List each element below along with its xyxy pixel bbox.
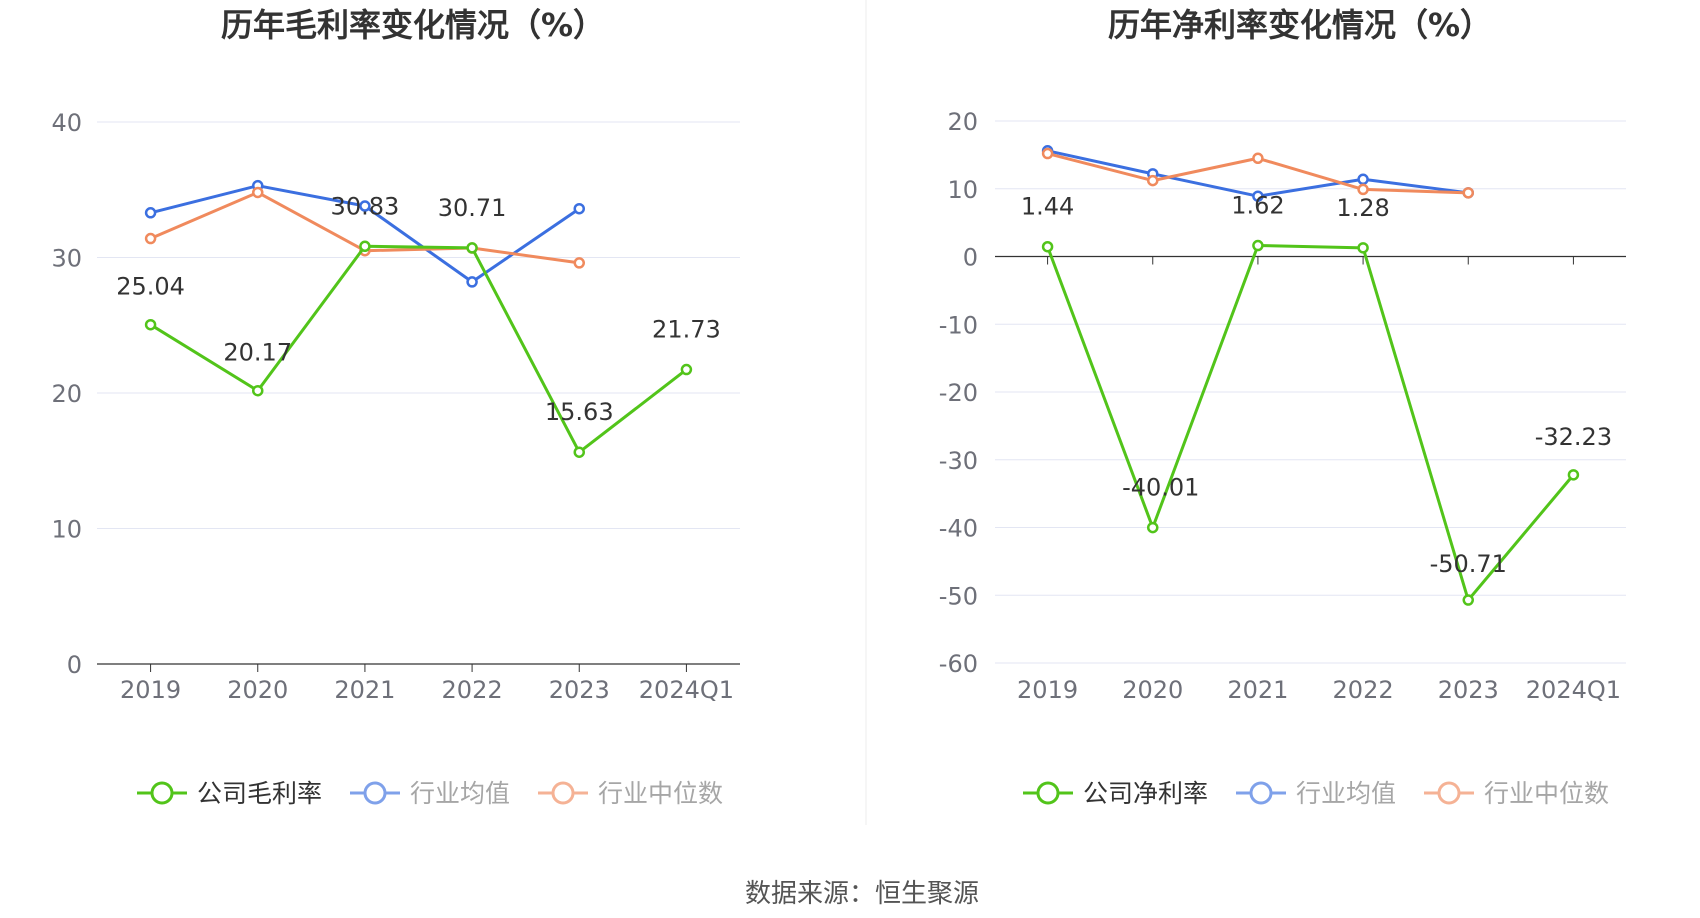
gross-x-tick-label: 2020 <box>227 676 288 704</box>
gross-series-point-0[interactable] <box>573 446 585 458</box>
net-series-point-2[interactable] <box>1147 174 1159 187</box>
gross-y-tick-label: 20 <box>51 380 82 408</box>
gross-data-label: 25.04 <box>116 273 185 301</box>
gross-x-tick-label: 2019 <box>120 676 181 704</box>
net-series-point-0[interactable] <box>1357 242 1369 254</box>
net-y-tick-label: -30 <box>939 447 978 475</box>
gross-data-label: 30.83 <box>331 192 400 220</box>
gross-x-tick-label: 2021 <box>334 676 395 704</box>
net-data-label: 1.28 <box>1336 194 1389 222</box>
net-series-point-2[interactable] <box>1357 183 1369 196</box>
net-y-tick-label: -20 <box>939 379 978 407</box>
gross-series-point-1[interactable] <box>466 276 478 288</box>
net-series-point-2[interactable] <box>1041 147 1054 160</box>
net-x-tick-label: 2023 <box>1438 676 1499 704</box>
net-y-tick-label: 0 <box>963 244 978 272</box>
gross-legend-item-0[interactable]: 公司毛利率 <box>137 779 322 808</box>
gross-series-point-1[interactable] <box>573 202 585 215</box>
net-x-tick-label: 2020 <box>1122 676 1183 704</box>
gross-x-tick-label: 2023 <box>549 676 610 704</box>
net-series-point-0[interactable] <box>1041 240 1054 253</box>
net-legend-item-1[interactable]: 行业均值 <box>1236 779 1396 808</box>
gross-x-tick-label: 2022 <box>442 676 503 704</box>
gross-data-label: 15.63 <box>545 398 614 426</box>
legend-label: 行业均值 <box>410 779 510 808</box>
net-margin-chart-title: 历年净利率变化情况（%） <box>1108 6 1492 44</box>
net-data-label: -32.23 <box>1535 423 1612 451</box>
gross-data-label: 30.71 <box>438 194 507 222</box>
net-series-point-0[interactable] <box>1462 594 1474 606</box>
net-x-tick-label: 2021 <box>1227 676 1288 704</box>
net-series-point-1[interactable] <box>1357 173 1369 186</box>
gross-x-tick-label: 2024Q1 <box>639 676 734 704</box>
gross-series-point-0[interactable] <box>144 318 157 331</box>
net-x-tick-label: 2024Q1 <box>1526 676 1621 704</box>
gross-series-point-1[interactable] <box>359 200 371 212</box>
gross-series-point-2[interactable] <box>252 186 264 199</box>
legend-label: 公司净利率 <box>1083 779 1208 808</box>
net-series-point-0[interactable] <box>1252 239 1264 252</box>
gross-legend-item-2[interactable]: 行业中位数 <box>538 779 723 808</box>
net-series-point-2[interactable] <box>1462 187 1474 199</box>
legend-label: 行业中位数 <box>1484 779 1609 808</box>
gross-legend-item-1[interactable]: 行业均值 <box>350 779 510 808</box>
net-data-label: 1.44 <box>1021 193 1074 221</box>
net-y-tick-label: -40 <box>939 515 978 543</box>
gross-series-line-0 <box>149 244 688 454</box>
gross-y-tick-label: 0 <box>67 651 82 679</box>
gross-y-tick-label: 40 <box>51 109 82 137</box>
data-source-text: 数据来源：恒生聚源 <box>745 879 979 909</box>
legend-circle-icon <box>363 781 387 805</box>
net-series-line-0 <box>1046 244 1575 602</box>
gross-series-point-2[interactable] <box>573 257 585 269</box>
gross-margin-chart: 历年毛利率变化情况（%） 0 10 20 30 40 2019 2020 2021 2022 20… <box>51 6 740 808</box>
net-y-tick-label: -60 <box>939 650 978 678</box>
legend-circle-icon <box>150 781 174 805</box>
gross-y-tick-label: 10 <box>51 516 82 544</box>
net-y-tick-label: -10 <box>939 311 978 339</box>
legend-circle-icon <box>1249 781 1273 805</box>
gross-series-point-0[interactable] <box>252 384 264 397</box>
gross-data-label: 20.17 <box>223 339 292 367</box>
net-series-point-0[interactable] <box>1567 469 1580 481</box>
gross-series-point-0[interactable] <box>680 363 693 376</box>
gross-y-tick-label: 30 <box>51 245 82 273</box>
legend-label: 公司毛利率 <box>197 779 322 808</box>
gross-series-point-1[interactable] <box>144 207 157 219</box>
net-legend-item-0[interactable]: 公司净利率 <box>1023 779 1208 808</box>
net-series-point-0[interactable] <box>1147 521 1159 534</box>
net-data-label: 1.62 <box>1231 192 1284 220</box>
gross-series-point-0[interactable] <box>466 242 478 254</box>
legend-label: 行业中位数 <box>598 779 723 808</box>
gross-data-label: 21.73 <box>652 316 721 344</box>
net-series-point-2[interactable] <box>1252 152 1264 165</box>
net-x-tick-label: 2019 <box>1017 676 1078 704</box>
net-margin-chart: 历年净利率变化情况（%） -60 -50 -40 -30 -20 -10 0 10 20 2019… <box>939 6 1626 808</box>
net-x-tick-label: 2022 <box>1333 676 1394 704</box>
gross-series-point-2[interactable] <box>144 232 157 245</box>
legend-circle-icon <box>551 781 575 805</box>
net-data-label: -40.01 <box>1122 474 1199 502</box>
net-y-tick-label: 20 <box>947 108 978 136</box>
legend-circle-icon <box>1437 781 1461 805</box>
legend-circle-icon <box>1036 781 1060 805</box>
gross-series-point-0[interactable] <box>359 240 371 253</box>
gross-margin-chart-title: 历年毛利率变化情况（%） <box>221 6 605 44</box>
net-y-tick-label: 10 <box>947 176 978 204</box>
net-y-tick-label: -50 <box>939 582 978 610</box>
net-data-label: -50.71 <box>1430 550 1507 578</box>
net-legend-item-2[interactable]: 行业中位数 <box>1424 779 1609 808</box>
net-series-point-1[interactable] <box>1252 190 1264 202</box>
legend-label: 行业均值 <box>1296 779 1396 808</box>
